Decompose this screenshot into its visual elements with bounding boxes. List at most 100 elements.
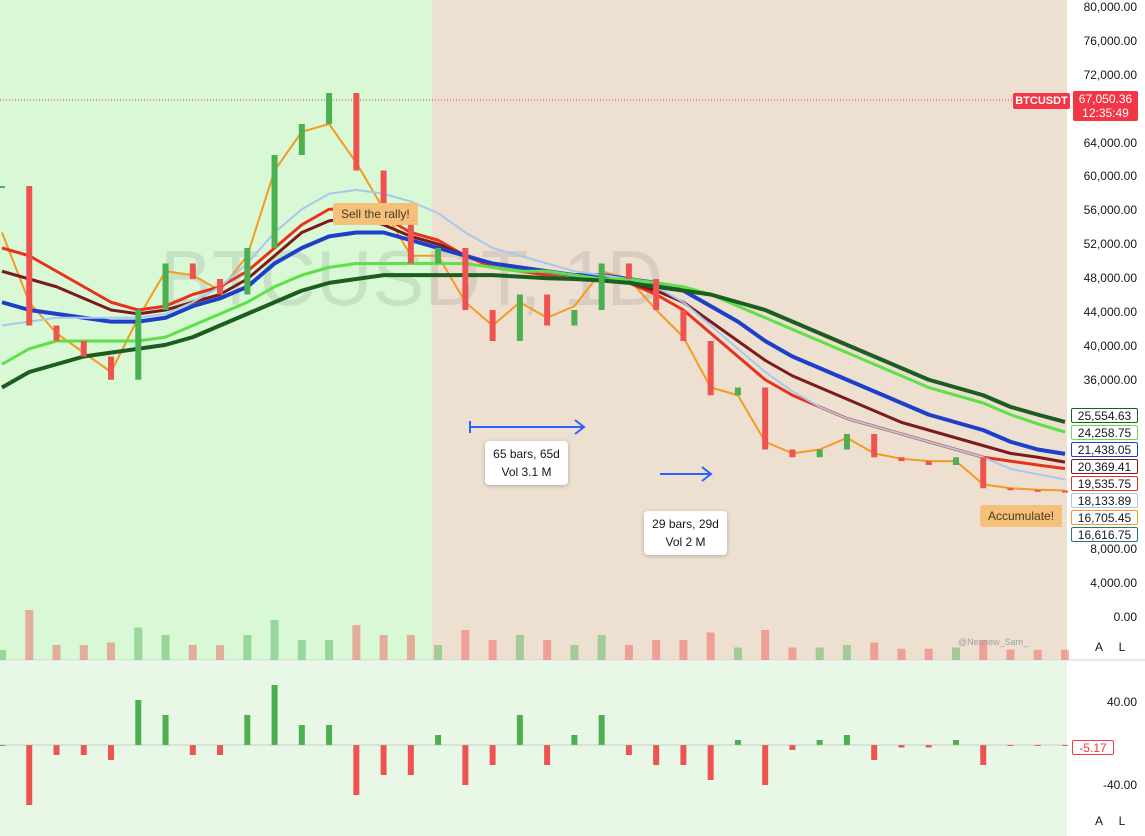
price-point[interactable] (189, 263, 196, 280)
price-point[interactable] (217, 279, 224, 295)
measure-info-2[interactable]: 29 bars, 29d Vol 2 M (644, 511, 727, 555)
price-point[interactable] (516, 294, 523, 342)
price-point[interactable] (462, 248, 469, 310)
moving-averages (1, 123, 1066, 492)
price-point[interactable] (980, 457, 987, 489)
measure-info-2-bars: 29 bars, 29d (652, 517, 719, 531)
price-point[interactable] (26, 186, 33, 326)
price-point[interactable] (707, 341, 714, 396)
volume-bar (488, 640, 497, 660)
volume-bar (352, 625, 361, 660)
volume-bar (0, 650, 6, 660)
price-point[interactable] (762, 387, 769, 450)
price-point[interactable] (925, 461, 932, 465)
volume-bar (761, 630, 770, 660)
price-point[interactable] (80, 341, 87, 357)
oscillator-bar (925, 745, 932, 748)
price-point[interactable] (435, 248, 442, 264)
price-point[interactable] (326, 93, 333, 124)
price-point[interactable] (952, 457, 959, 465)
oscillator-bar (326, 725, 333, 745)
volume-bar (25, 610, 34, 660)
ma-value-badge: 25,554.63 (1071, 408, 1138, 423)
price-axis-label: 72,000.00 (1083, 67, 1137, 82)
bull-zone (0, 0, 432, 660)
volume-bar (570, 645, 579, 660)
oscillator-bar (1007, 745, 1014, 746)
price-point[interactable] (162, 263, 169, 311)
volume-bars (0, 610, 1069, 660)
oscillator-bar (898, 745, 905, 748)
ma-value-badge: 21,438.05 (1071, 442, 1138, 457)
volume-bar (815, 647, 824, 660)
measure-arrow-2[interactable] (660, 466, 713, 482)
ma-line-1[interactable] (1, 123, 1066, 492)
price-point[interactable] (871, 434, 878, 458)
volume-bar (1033, 649, 1042, 660)
log-scale-button[interactable]: L (1113, 638, 1131, 656)
osc-auto-scale-button[interactable]: A (1090, 812, 1108, 830)
volume-bar (515, 635, 524, 660)
ma-line-4[interactable] (1, 230, 1066, 456)
price-point[interactable] (1062, 490, 1068, 493)
ma-line-7[interactable] (1, 273, 1066, 424)
price-axis-label: 80,000.00 (1083, 0, 1137, 14)
measure-arrow-1[interactable] (469, 419, 586, 435)
ma-line-5[interactable] (1, 188, 1066, 481)
price-point[interactable] (680, 310, 687, 341)
price-point[interactable] (380, 170, 387, 218)
sell-callout[interactable]: Sell the rally! (333, 203, 418, 225)
price-point[interactable] (271, 155, 278, 248)
volume-bar (270, 620, 279, 660)
oscillator-bar (298, 725, 305, 745)
price-point[interactable] (353, 93, 360, 171)
price-point[interactable] (108, 356, 115, 380)
oscillator-bar (135, 700, 142, 745)
price-axis-label: 40,000.00 (1083, 338, 1137, 353)
price-point[interactable] (816, 449, 823, 458)
price-point[interactable] (0, 186, 5, 188)
price-point[interactable] (53, 325, 60, 342)
volume-bar (325, 640, 334, 660)
oscillator-bar (734, 740, 741, 745)
price-point[interactable] (734, 387, 741, 396)
price-point[interactable] (407, 217, 414, 264)
author-tag: @Nesnew_Sam_ (958, 637, 1029, 647)
oscillator-bar (598, 715, 605, 745)
volume-bar (924, 648, 933, 660)
ma-line-6[interactable] (1, 262, 1066, 434)
price-point[interactable] (298, 124, 305, 155)
accumulate-callout[interactable]: Accumulate! (980, 505, 1063, 527)
ma-value-badge: 19,535.75 (1071, 476, 1138, 491)
osc-log-scale-button[interactable]: L (1113, 812, 1131, 830)
price-point[interactable] (1007, 488, 1014, 491)
volume-bar (297, 640, 306, 660)
price-point[interactable] (489, 310, 496, 341)
price-point[interactable] (544, 294, 551, 326)
oscillator-bar (625, 745, 632, 755)
price-axis-label: 56,000.00 (1083, 203, 1137, 218)
volume-bar (434, 645, 443, 660)
measure-info-1[interactable]: 65 bars, 65d Vol 3.1 M (485, 441, 568, 485)
oscillator-bar (843, 735, 850, 745)
volume-bar (652, 640, 661, 660)
price-point[interactable] (571, 310, 578, 326)
price-point[interactable] (843, 434, 850, 450)
price-point[interactable] (898, 457, 905, 462)
price-series (0, 93, 1068, 493)
price-point[interactable] (625, 263, 632, 280)
volume-bar (870, 642, 879, 660)
price-point[interactable] (1034, 489, 1041, 492)
price-point[interactable] (653, 279, 660, 310)
oscillator-bar (0, 745, 5, 746)
price-point[interactable] (244, 248, 251, 295)
volume-bar (379, 635, 388, 660)
price-point[interactable] (598, 263, 605, 311)
oscillator-bar (816, 740, 823, 745)
price-point[interactable] (789, 449, 796, 458)
auto-scale-button[interactable]: A (1090, 638, 1108, 656)
price-point[interactable] (135, 310, 142, 380)
price-axis-label: 48,000.00 (1083, 271, 1137, 286)
price-axis-label: 60,000.00 (1083, 169, 1137, 184)
